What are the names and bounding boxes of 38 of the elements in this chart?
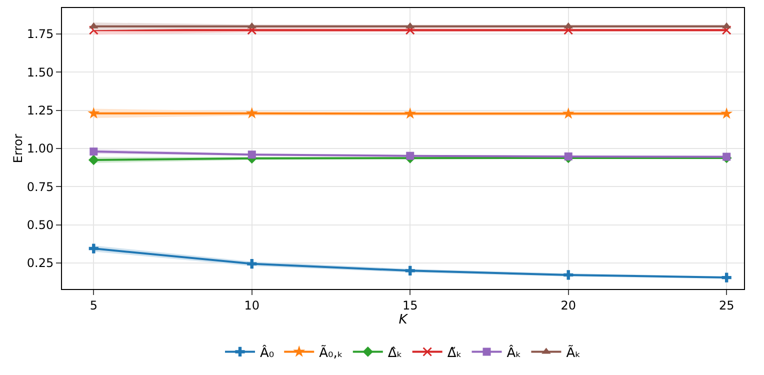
x-tick-label: 20 (560, 298, 576, 312)
point (722, 25, 732, 35)
legend-label: Δ̂ₖ (388, 346, 402, 361)
y-tick-label: 0.25 (26, 256, 54, 270)
point (722, 272, 732, 282)
point (88, 244, 98, 254)
point (88, 154, 99, 166)
point (564, 270, 574, 280)
legend-label: Â₀ (260, 344, 274, 361)
x-tick-label: 25 (718, 298, 734, 312)
legend-label: Âₖ (506, 344, 522, 361)
x-tick-label: 15 (402, 298, 418, 312)
point (88, 25, 98, 35)
y-axis-title: Error (10, 134, 25, 164)
legend-label: Ãₖ (566, 344, 581, 361)
point (88, 107, 100, 118)
point (404, 107, 416, 119)
point (246, 107, 258, 118)
x-tick-label: 5 (90, 298, 98, 312)
point (406, 152, 414, 160)
legend-label: Δ̃ₖ (447, 346, 462, 361)
y-tick-label: 0.50 (26, 218, 54, 232)
y-tick-label: 0.75 (26, 180, 54, 194)
point (405, 266, 415, 276)
point (720, 107, 733, 119)
point (248, 150, 256, 159)
y-tick-label: 1.50 (26, 65, 54, 80)
point (562, 107, 574, 119)
point (564, 152, 572, 160)
legend-label: Ã₀,ₖ (319, 344, 343, 361)
point (247, 259, 257, 269)
point (722, 152, 731, 161)
y-tick-label: 1.75 (26, 27, 54, 42)
x-axis-title: K (398, 312, 409, 328)
y-tick-label: 1.00 (26, 142, 54, 156)
point (90, 148, 98, 156)
x-tick-label: 10 (244, 298, 260, 312)
y-tick-label: 1.25 (26, 104, 54, 118)
